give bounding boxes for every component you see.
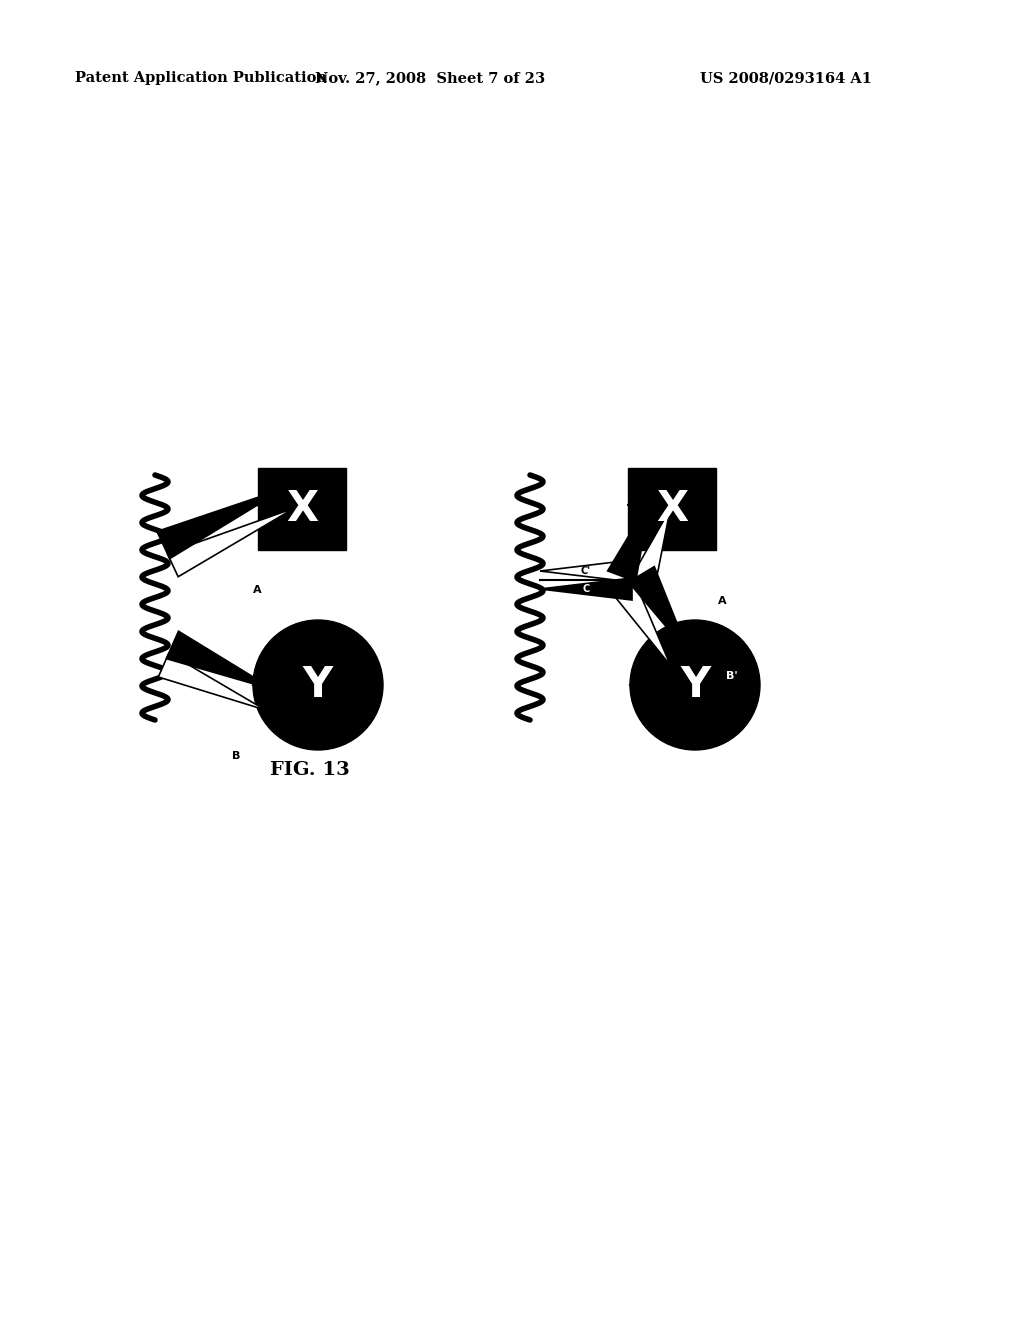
Text: B: B <box>707 684 716 693</box>
Text: A': A' <box>693 587 706 598</box>
Polygon shape <box>630 508 671 589</box>
Polygon shape <box>629 566 689 655</box>
Text: Nov. 27, 2008  Sheet 7 of 23: Nov. 27, 2008 Sheet 7 of 23 <box>315 71 545 84</box>
Text: B': B' <box>240 729 252 739</box>
Polygon shape <box>157 488 286 558</box>
Circle shape <box>630 620 760 750</box>
Text: X: X <box>286 488 318 531</box>
Text: US 2008/0293164 A1: US 2008/0293164 A1 <box>700 71 872 84</box>
Text: Patent Application Publication: Patent Application Publication <box>75 71 327 84</box>
Text: A: A <box>718 597 726 606</box>
Text: X: X <box>656 488 688 531</box>
Text: FIG. 13: FIG. 13 <box>270 762 350 779</box>
Polygon shape <box>611 579 671 665</box>
Circle shape <box>253 620 383 750</box>
Polygon shape <box>540 578 632 601</box>
Polygon shape <box>167 508 295 577</box>
Bar <box>628 469 716 550</box>
Polygon shape <box>607 502 649 581</box>
Bar <box>258 469 346 550</box>
Text: A: A <box>253 585 261 595</box>
Polygon shape <box>540 560 632 582</box>
Polygon shape <box>159 653 265 710</box>
Text: C: C <box>583 583 590 594</box>
Text: B: B <box>231 751 241 762</box>
Text: A': A' <box>241 564 253 573</box>
Text: Y: Y <box>303 664 333 706</box>
Text: Y: Y <box>680 664 710 706</box>
Polygon shape <box>166 631 274 690</box>
Text: C': C' <box>581 566 591 576</box>
Text: B': B' <box>726 671 737 681</box>
